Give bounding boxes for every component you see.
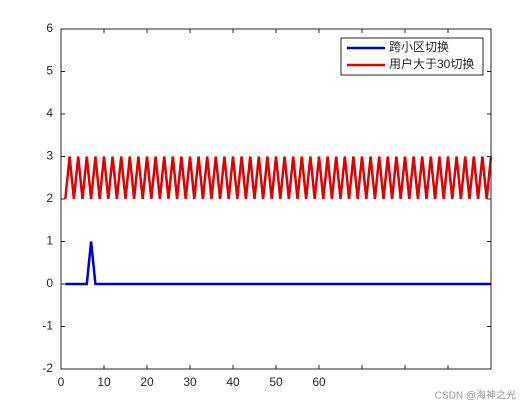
y-tick-label: -2 bbox=[42, 361, 53, 375]
x-tick-label: 40 bbox=[226, 375, 240, 389]
y-tick-label: 1 bbox=[46, 234, 53, 248]
x-tick-label: 60 bbox=[312, 375, 326, 389]
data-line bbox=[65, 241, 491, 286]
legend-box bbox=[340, 37, 484, 76]
y-tick-label: 2 bbox=[46, 191, 53, 205]
y-tick-label: -1 bbox=[42, 319, 53, 333]
y-tick-label: 3 bbox=[46, 149, 53, 163]
y-tick-label: 4 bbox=[46, 106, 53, 120]
y-tick-label: 5 bbox=[46, 64, 53, 78]
y-tick-label: 0 bbox=[46, 276, 53, 290]
x-tick-label: 10 bbox=[97, 375, 111, 389]
y-tick-label: 6 bbox=[46, 21, 53, 35]
x-tick-label: 0 bbox=[58, 375, 65, 389]
data-line bbox=[64, 156, 493, 200]
x-tick-label: 50 bbox=[269, 375, 283, 389]
axes-box bbox=[60, 28, 492, 370]
watermark: CSDN @海神之光 bbox=[435, 389, 516, 402]
x-tick-label: 20 bbox=[140, 375, 154, 389]
plot-area bbox=[61, 29, 491, 369]
x-tick-label: 30 bbox=[183, 375, 197, 389]
legend-label: 跨小区切换 bbox=[389, 40, 449, 54]
legend-label: 用户大于30切换 bbox=[389, 56, 474, 71]
